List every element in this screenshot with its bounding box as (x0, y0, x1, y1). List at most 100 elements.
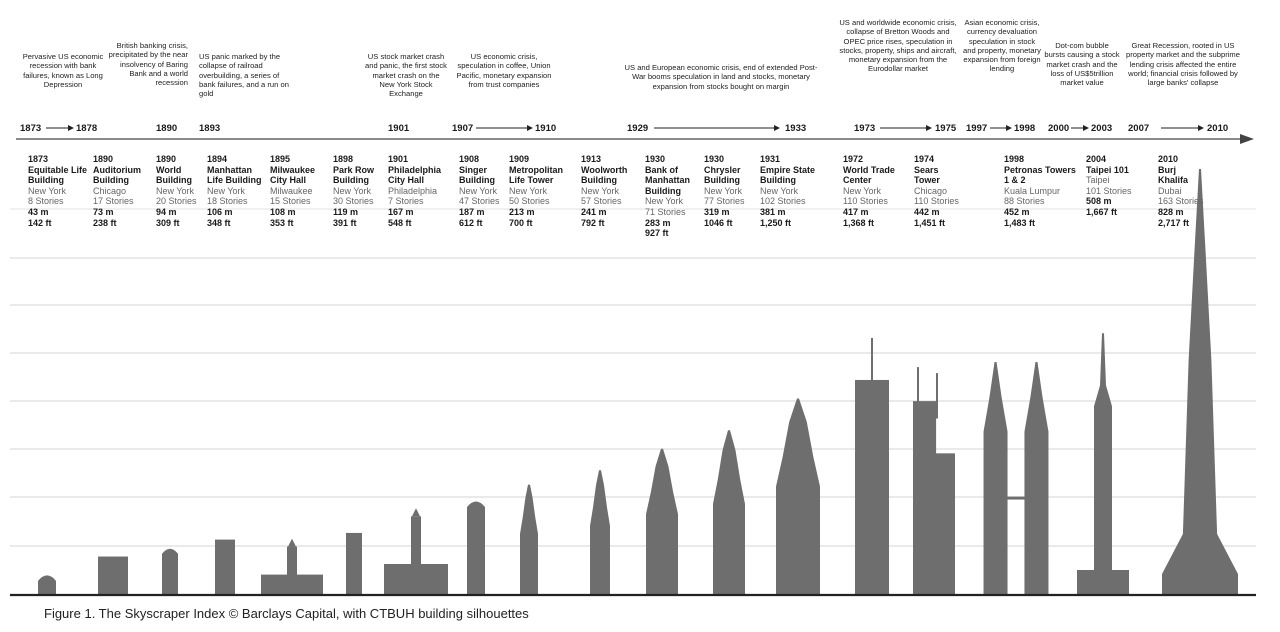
building-info-bank-of-manhattan: 1930 Bank of Manhattan Building New York… (645, 154, 701, 239)
silhouette-equitable-life-building (38, 575, 56, 594)
building-height-m: 241 m (581, 206, 607, 217)
building-info-burj-khalifa: 2010 Burj Khalifa Dubai 163 Stories 828 … (1158, 154, 1204, 228)
silhouette-sears-tower (913, 367, 955, 594)
building-height-m: 381 m (760, 206, 786, 217)
building-height-ft: 309 ft (156, 217, 180, 228)
silhouette-bank-of-manhattan-building (646, 448, 678, 594)
building-height-m: 319 m (704, 206, 730, 217)
building-info-world-trade-center: 1972 World Trade Center New York 110 Sto… (843, 154, 909, 228)
building-city: Taipei (1086, 175, 1110, 186)
building-info-chrysler: 1930 Chrysler Building New York 77 Stori… (704, 154, 754, 228)
building-city: Philadelphia (388, 185, 438, 196)
building-height-ft: 548 ft (388, 217, 412, 228)
building-city: Kuala Lumpur (1004, 185, 1061, 196)
building-name: Burj Khalifa (1158, 164, 1189, 186)
building-height-ft: 1,368 ft (843, 217, 875, 228)
silhouette-auditorium-building (98, 556, 128, 594)
building-info-world: 1890 World Building New York 20 Stories … (156, 154, 202, 228)
building-city: New York (28, 185, 67, 196)
period-start-1907: 1907 (452, 123, 474, 134)
building-year: 1895 (270, 154, 291, 164)
building-height-m: 106 m (207, 206, 233, 217)
building-stories: 20 Stories (156, 196, 197, 207)
building-name: World Trade Center (843, 164, 895, 186)
period-start-1997: 1997 (966, 123, 988, 134)
building-height-ft: 792 ft (581, 217, 605, 228)
period-arrow-head (1198, 125, 1204, 131)
crisis-text-1997: Asian economic crisis, currency devaluat… (963, 18, 1041, 74)
period-end-1878: 1878 (76, 123, 98, 134)
building-year: 1908 (459, 154, 480, 164)
building-height-m: 119 m (333, 206, 359, 217)
building-stories: 110 Stories (843, 196, 888, 207)
building-year: 1930 (645, 154, 666, 164)
building-info-milwaukee-city-hall: 1895 Milwaukee City Hall Milwaukee 15 St… (270, 154, 328, 228)
building-name: Chrysler Building (704, 164, 741, 186)
building-stories: 15 Stories (270, 196, 311, 207)
building-info-sears-tower: 1974 Sears Tower Chicago 110 Stories 442… (914, 154, 959, 228)
building-height-m: 73 m (93, 206, 114, 217)
building-height-ft: 142 ft (28, 217, 52, 228)
building-height-ft: 353 ft (270, 217, 294, 228)
building-info-philadelphia-city-hall: 1901 Philadelphia City Hall Philadelphia… (388, 154, 456, 228)
building-height-m: 108 m (270, 206, 296, 217)
building-city: New York (843, 185, 882, 196)
silhouette-manhattan-life-building (215, 539, 235, 594)
period-arrow-head (774, 125, 780, 131)
building-city: New York (581, 185, 620, 196)
building-year: 1898 (333, 154, 354, 164)
period-arrow-head (1006, 125, 1012, 131)
silhouette-burj-khalifa (1162, 169, 1238, 594)
building-height-m: 442 m (914, 206, 940, 217)
building-info-taipei-101: 2004 Taipei 101 Taipei 101 Stories 508 m… (1086, 154, 1148, 218)
building-height-m: 452 m (1004, 206, 1030, 217)
building-city: Chicago (914, 185, 948, 196)
building-height-m: 187 m (459, 206, 485, 217)
crisis-text-1873: Pervasive US economic recession with ban… (22, 52, 104, 89)
silhouette-world-building (162, 548, 178, 594)
building-height-ft: 348 ft (207, 217, 231, 228)
building-stories: 77 Stories (704, 196, 745, 207)
building-height-ft: 2,717 ft (1158, 217, 1190, 228)
period-end-1998: 1998 (1014, 123, 1036, 134)
period-end-2010: 2010 (1207, 123, 1229, 134)
building-name: Empire State Building (760, 164, 816, 186)
building-name: Petronas Towers 1 & 2 (1004, 164, 1076, 186)
crisis-text-2000: Dot-com bubble bursts causing a stock ma… (1044, 41, 1120, 88)
building-name: Metropolitan Life Tower (509, 164, 563, 186)
building-name: Bank of Manhattan Building (645, 164, 690, 196)
period-start-1893: 1893 (199, 123, 221, 134)
building-info-park-row: 1898 Park Row Building New York 30 Stori… (333, 154, 385, 228)
building-info-metropolitan-life: 1909 Metropolitan Life Tower New York 50… (509, 154, 579, 228)
building-height-ft: 1,667 ft (1086, 206, 1118, 217)
building-name: Equitable Life Building (28, 164, 88, 186)
silhouette-milwaukee-city-hall (261, 538, 323, 594)
building-info-singer: 1908 Singer Building New York 47 Stories… (459, 154, 505, 228)
building-height-m: 43 m (28, 206, 49, 217)
period-arrow-head (68, 125, 74, 131)
period-arrows (46, 125, 1204, 131)
silhouette-world-trade-center (855, 337, 889, 594)
crisis-text-1973: US and worldwide economic crisis, collap… (839, 18, 957, 74)
building-height-m: 283 m (645, 217, 671, 228)
crisis-text-1907: US economic crisis, speculation in coffe… (456, 52, 552, 89)
building-height-ft: 238 ft (93, 217, 117, 228)
building-stories: 8 Stories (28, 196, 64, 207)
period-start-1973: 1973 (854, 123, 876, 134)
period-start-1929: 1929 (627, 123, 649, 134)
building-year: 1972 (843, 154, 864, 164)
building-stories: 57 Stories (581, 196, 622, 207)
building-year: 1901 (388, 154, 409, 164)
building-height-ft: 927 ft (645, 228, 669, 239)
building-height-m: 828 m (1158, 206, 1184, 217)
building-info-empire-state: 1931 Empire State Building New York 102 … (760, 154, 832, 228)
building-city: Milwaukee (270, 185, 313, 196)
building-silhouettes (38, 169, 1238, 594)
crisis-text-1890: British banking crisis, precipitated by … (108, 41, 188, 88)
building-height-ft: 1,250 ft (760, 217, 792, 228)
building-info-petronas: 1998 Petronas Towers 1 & 2 Kuala Lumpur … (1004, 154, 1078, 228)
building-name: Park Row Building (333, 164, 375, 186)
building-year: 1913 (581, 154, 602, 164)
building-year: 1873 (28, 154, 49, 164)
